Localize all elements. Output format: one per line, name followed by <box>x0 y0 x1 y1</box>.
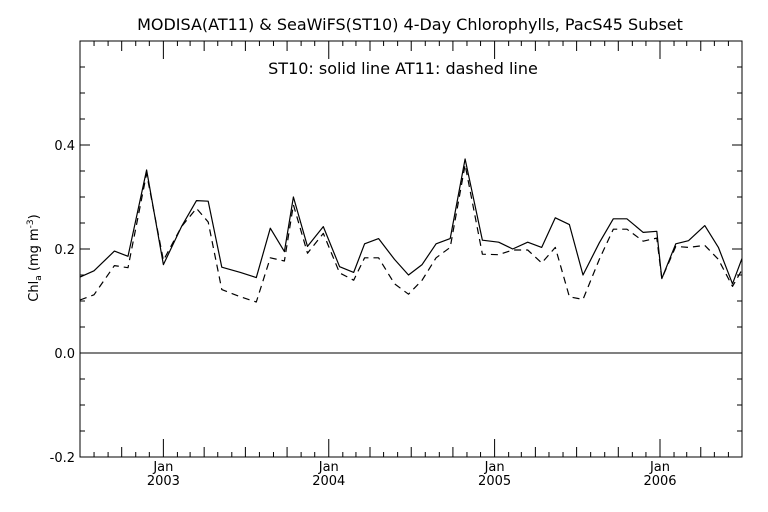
y-tick-label: 0.4 <box>54 139 75 154</box>
series-legend-annotation: ST10: solid line AT11: dashed line <box>268 59 538 78</box>
axis-ticks <box>80 41 742 458</box>
x-tick-label-month: Jan <box>649 460 670 475</box>
y-axis-label-subscript: a <box>34 275 44 281</box>
data-series <box>79 158 743 354</box>
series-line-st10 <box>79 158 743 285</box>
series-line-at11 <box>79 164 743 303</box>
y-tick-label: 0.2 <box>54 243 75 258</box>
x-tick-label-month: Jan <box>152 460 173 475</box>
y-axis-label-main: Chl <box>27 281 42 302</box>
x-tick-label-month: Jan <box>318 460 339 475</box>
y-axis-label-unit: (mg m <box>27 228 42 271</box>
y-tick-label: 0.0 <box>54 347 75 362</box>
plot-frame <box>79 40 743 458</box>
chart-title: MODISA(AT11) & SeaWiFS(ST10) 4-Day Chlor… <box>137 15 683 34</box>
y-axis-label-close: ) <box>27 214 42 219</box>
y-tick-label: -0.2 <box>50 451 75 466</box>
axis-tick-labels: -0.20.00.20.4Jan2003Jan2004Jan2005Jan200… <box>50 139 677 489</box>
x-tick-label-year: 2003 <box>147 474 180 489</box>
y-axis-label: Chla (mg m-3) <box>26 214 44 301</box>
x-tick-label-month: Jan <box>484 460 505 475</box>
x-tick-label-year: 2006 <box>643 474 676 489</box>
y-axis-label-exponent: -3 <box>26 219 36 228</box>
x-tick-label-year: 2005 <box>478 474 511 489</box>
x-tick-label-year: 2004 <box>312 474 345 489</box>
